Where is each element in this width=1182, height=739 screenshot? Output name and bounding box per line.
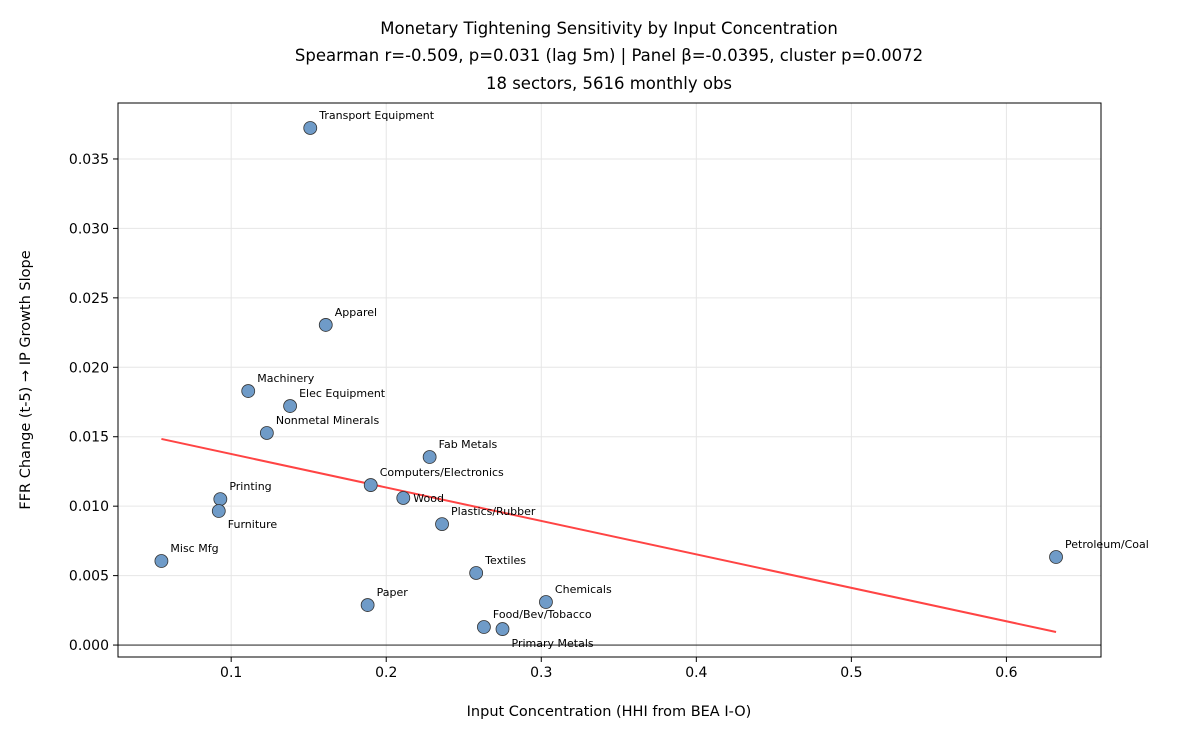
y-axis-label: FFR Change (t-5) → IP Growth Slope: [18, 250, 34, 509]
fit-line: [161, 437, 1057, 633]
point-label: Food/Bev/Tobacco: [493, 608, 592, 621]
x-tick-label: 0.2: [375, 665, 397, 681]
chart-title: Monetary Tightening Sensitivity by Input…: [380, 19, 838, 38]
x-axis-label: Input Concentration (HHI from BEA I-O): [467, 704, 752, 720]
point-label: Paper: [377, 586, 409, 599]
point-label: Apparel: [335, 306, 377, 319]
point-label: Misc Mfg: [170, 542, 218, 555]
data-point: [495, 622, 510, 636]
y-tick-label: 0.000: [69, 638, 109, 654]
point-label: Wood: [413, 492, 444, 505]
x-tick-label: 0.1: [220, 665, 242, 681]
plot-marks: Transport Equipment Apparel Machinery Elec …: [118, 109, 1149, 650]
point-label: Transport Equipment: [318, 109, 435, 122]
data-point: [422, 450, 437, 464]
axis-ticks: 0.1 0.2 0.3 0.4 0.5 0.6 0.000 0.005 0.010 0.015 0.…: [69, 152, 1018, 681]
y-tick-label: 0.025: [69, 291, 109, 307]
data-point: [1049, 550, 1063, 564]
chart-subtitle-2: 18 sectors, 5616 monthly obs: [486, 74, 732, 93]
point-label: Fab Metals: [439, 438, 498, 451]
data-point: [154, 554, 169, 568]
y-tick-label: 0.020: [69, 360, 109, 376]
data-point: [213, 492, 228, 506]
data-point: [539, 595, 553, 609]
data-point: [303, 121, 318, 135]
point-label: Primary Metals: [512, 637, 594, 650]
y-tick-label: 0.010: [69, 499, 109, 515]
point-label: Textiles: [484, 554, 526, 567]
data-point: [283, 399, 298, 413]
x-tick-label: 0.5: [840, 665, 862, 681]
y-tick-label: 0.035: [69, 152, 109, 168]
point-label: Plastics/Rubber: [451, 505, 536, 518]
data-point: [318, 318, 333, 332]
chart-subtitle: Spearman r=-0.509, p=0.031 (lag 5m) | Pa…: [295, 46, 923, 65]
data-point: [469, 566, 484, 580]
point-label: Computers/Electronics: [380, 466, 504, 479]
data-point: [396, 491, 411, 505]
data-point: [435, 517, 449, 531]
data-point: [477, 620, 491, 634]
point-label: Chemicals: [555, 583, 612, 596]
data-point: [360, 598, 375, 612]
point-label: Printing: [229, 480, 271, 493]
plot-frame: [117, 102, 1102, 658]
grid: [118, 103, 1101, 657]
point-label: Furniture: [228, 518, 278, 531]
point-label: Machinery: [257, 372, 315, 385]
x-tick-label: 0.3: [530, 665, 552, 681]
data-point: [241, 384, 256, 398]
point-label: Petroleum/Coal: [1065, 538, 1149, 551]
point-label: Nonmetal Minerals: [276, 414, 380, 427]
data-point: [363, 478, 378, 492]
x-tick-label: 0.4: [685, 665, 707, 681]
y-tick-label: 0.030: [69, 221, 109, 237]
y-tick-label: 0.015: [69, 430, 109, 446]
data-point: [211, 504, 226, 518]
point-label: Elec Equipment: [299, 387, 386, 400]
data-point: [259, 426, 274, 440]
x-tick-label: 0.6: [995, 665, 1017, 681]
y-tick-label: 0.005: [69, 569, 109, 585]
